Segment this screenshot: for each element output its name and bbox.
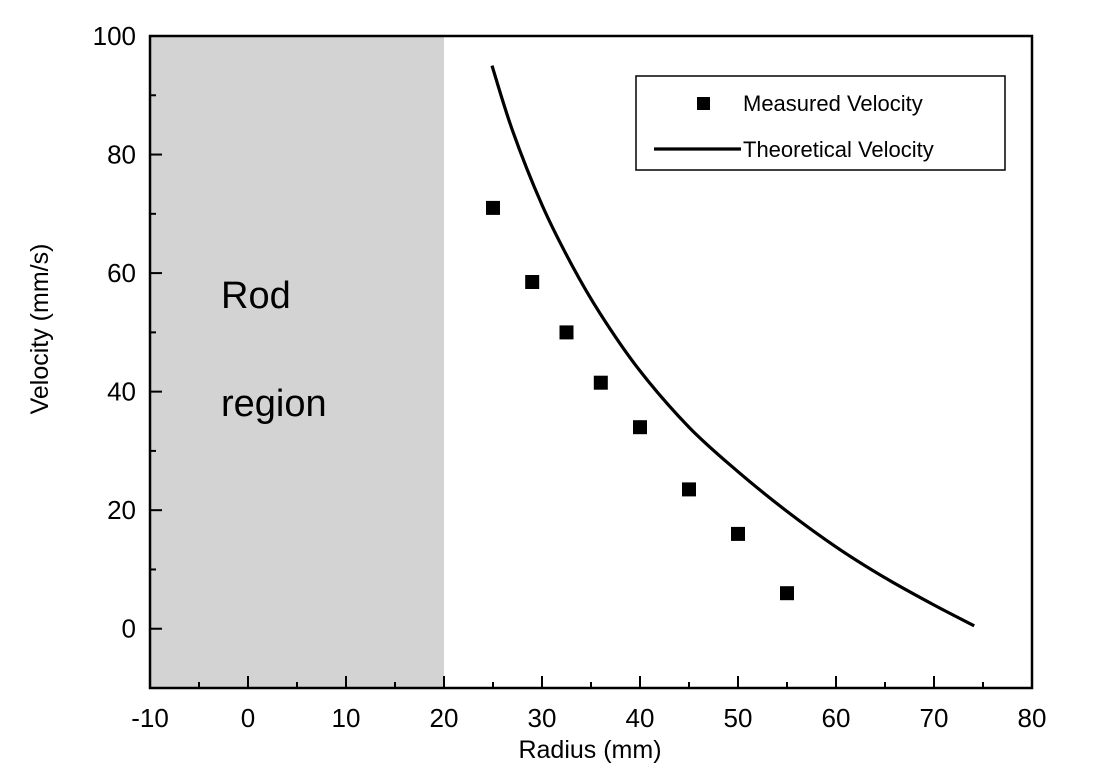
- shaded-rod-region: [150, 36, 444, 688]
- plot-frame: [148, 34, 1034, 690]
- measured-velocity-point: [525, 275, 540, 289]
- x-tick-label: 50: [724, 703, 753, 733]
- x-tick-label: -10: [131, 703, 169, 733]
- y-tick-label: 20: [107, 495, 136, 525]
- measured-velocity-point: [559, 325, 574, 340]
- y-tick-label: 0: [122, 614, 136, 644]
- rod-region-label-line1: Rod: [221, 275, 291, 317]
- tick-labels: -10 0 10 20 30 40 50 60 70 80 0 20 40 60 80 100: [93, 21, 1047, 733]
- x-tick-label: 30: [528, 703, 557, 733]
- measured-velocity-point: [486, 200, 500, 215]
- legend-box: [635, 75, 1006, 171]
- y-axis-title: Velocity (mm/s): [26, 244, 54, 415]
- x-tick-label: 40: [626, 703, 655, 733]
- measured-velocity-point: [780, 586, 794, 601]
- rod-region-label-line2: region: [221, 383, 327, 425]
- x-tick-label: 70: [920, 703, 949, 733]
- y-tick-label: 60: [107, 258, 136, 288]
- x-axis-title: Radius (mm): [518, 736, 661, 764]
- legend-label-theoretical: Theoretical Velocity: [743, 137, 934, 162]
- y-tick-label: 40: [107, 377, 136, 407]
- legend: Measured Velocity Theoretical Velocity: [635, 75, 1006, 171]
- measured-velocity-point: [682, 482, 696, 497]
- x-tick-label: 80: [1018, 703, 1047, 733]
- x-tick-label: 20: [430, 703, 459, 733]
- x-tick-label: 0: [241, 703, 255, 733]
- measured-velocity-point: [593, 375, 608, 390]
- legend-marker-measured: [697, 97, 710, 110]
- y-tick-label: 80: [107, 140, 136, 170]
- y-tick-label: 100: [93, 21, 136, 51]
- legend-label-measured: Measured Velocity: [743, 91, 923, 116]
- x-tick-label: 10: [332, 703, 361, 733]
- measured-velocity-point: [731, 526, 745, 541]
- x-tick-label: 60: [822, 703, 851, 733]
- measured-velocity-point: [633, 420, 647, 435]
- theoretical-velocity-line: [490, 65, 975, 628]
- measured-velocity-markers: [486, 200, 794, 601]
